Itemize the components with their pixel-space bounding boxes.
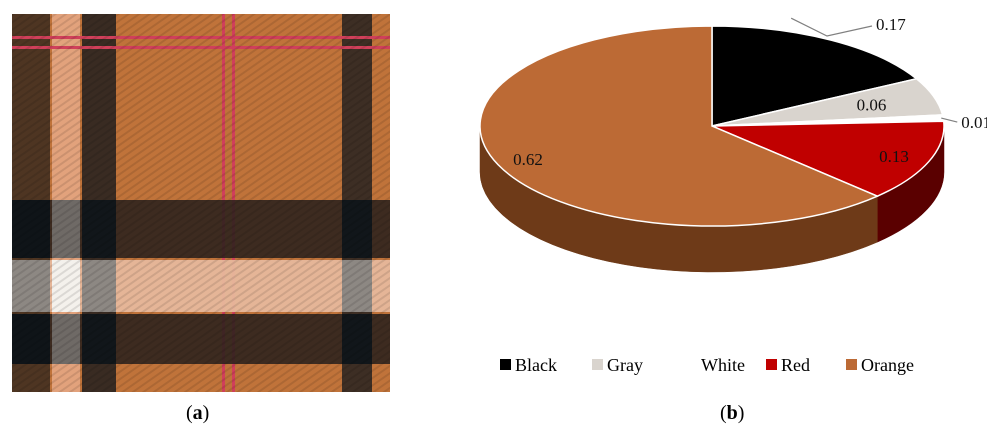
legend-swatch-gray: [592, 359, 603, 370]
caption-b-letter: b: [726, 402, 738, 424]
caption-a-letter: a: [192, 402, 203, 424]
plaid-fabric-image: [12, 14, 390, 392]
pie-chart-panel: 0.17 0.06 0.01 0.13 0.62 Black Gray White Red Or…: [440, 0, 987, 400]
plaid-fabric-drawing: [12, 14, 390, 392]
legend-swatch-black: [500, 359, 511, 370]
caption-b-close: ): [737, 402, 745, 424]
pie-label-red: 0.13: [879, 147, 909, 166]
pie-label-orange: 0.62: [513, 150, 543, 169]
caption-a-close: ): [202, 402, 210, 424]
pie-slice-red: [711, 120, 945, 197]
legend-label-white: White: [701, 355, 745, 375]
pie-slice-black: [711, 25, 919, 127]
pie-label-gray: 0.06: [857, 96, 887, 115]
legend-label-orange: Orange: [861, 355, 914, 375]
pie-data-labels: 0.17 0.06 0.01 0.13 0.62: [513, 15, 987, 169]
legend-label-black: Black: [515, 355, 557, 375]
legend-label-gray: Gray: [607, 355, 643, 375]
pie-label-white-leader: [941, 117, 958, 123]
pie-chart: 0.17 0.06 0.01 0.13 0.62 Black Gray White Red Or…: [479, 15, 987, 375]
caption-a-open: (: [186, 402, 193, 424]
pie-label-black-leader: [790, 17, 873, 37]
chart-legend: Black Gray White Red Orange: [500, 355, 914, 375]
legend-swatch-red: [766, 359, 777, 370]
pie-label-black: 0.17: [876, 15, 906, 34]
pie-label-white: 0.01: [961, 113, 987, 132]
fabric-twill-texture: [12, 14, 390, 392]
legend-swatch-orange: [846, 359, 857, 370]
legend-label-red: Red: [781, 355, 810, 375]
caption-b-open: (: [720, 402, 727, 424]
pie-leader-lines: [790, 17, 958, 123]
caption-b: (b): [720, 402, 744, 425]
caption-a: (a): [186, 402, 209, 425]
pie-tops: [479, 25, 945, 227]
pie-slice-orange: [479, 25, 880, 227]
